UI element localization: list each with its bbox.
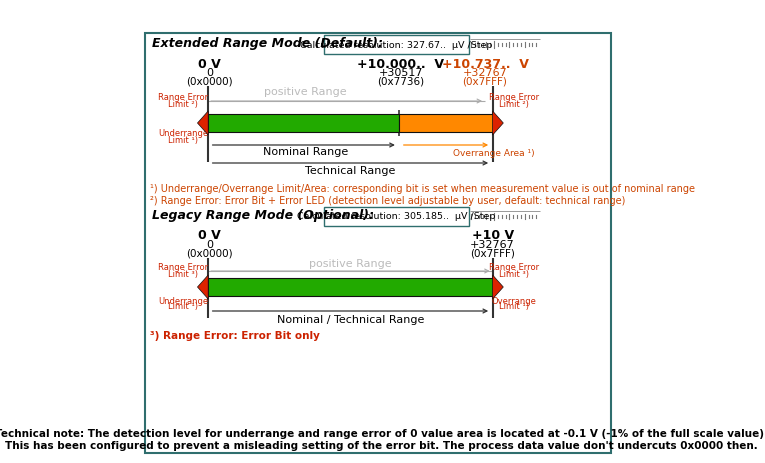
FancyBboxPatch shape bbox=[145, 34, 611, 453]
Text: Limit ²): Limit ²) bbox=[168, 99, 198, 108]
Text: Limit ¹): Limit ¹) bbox=[168, 302, 198, 311]
Text: Calculated resolution: 305.185..  μV /Step: Calculated resolution: 305.185.. μV /Ste… bbox=[297, 212, 496, 221]
Text: (0x0000): (0x0000) bbox=[187, 77, 233, 87]
Text: Range Error: Range Error bbox=[158, 94, 208, 102]
Text: (0x7736): (0x7736) bbox=[377, 77, 425, 87]
Text: ¹) Underrange/Overrange Limit/Area: corresponding bit is set when measurement va: ¹) Underrange/Overrange Limit/Area: corr… bbox=[150, 184, 695, 194]
Polygon shape bbox=[493, 275, 503, 300]
Text: Legacy Range Mode (Optional):: Legacy Range Mode (Optional): bbox=[152, 209, 374, 222]
Text: Extended Range Mode (Default):: Extended Range Mode (Default): bbox=[152, 38, 383, 50]
Text: 0: 0 bbox=[207, 239, 213, 250]
Text: Range Error: Range Error bbox=[489, 94, 539, 102]
Text: (0x7FFF): (0x7FFF) bbox=[463, 77, 507, 87]
Bar bbox=[208, 115, 399, 133]
Polygon shape bbox=[197, 112, 208, 136]
Text: Overrange: Overrange bbox=[492, 296, 536, 305]
Text: Overrange Area ¹): Overrange Area ¹) bbox=[453, 149, 535, 158]
Text: 0 V: 0 V bbox=[198, 229, 221, 242]
Text: +10 V: +10 V bbox=[471, 229, 513, 242]
Text: ²) Range Error: Error Bit + Error LED (detection level adjustable by user, defau: ²) Range Error: Error Bit + Error LED (d… bbox=[150, 195, 626, 206]
Bar bbox=[208, 278, 493, 296]
Text: positive Range: positive Range bbox=[264, 87, 347, 97]
Text: positive Range: positive Range bbox=[309, 258, 392, 269]
Polygon shape bbox=[197, 275, 208, 300]
Text: Nominal Range: Nominal Range bbox=[262, 147, 348, 156]
Bar bbox=[399, 115, 493, 133]
FancyBboxPatch shape bbox=[324, 36, 469, 55]
Text: +10.737..  V: +10.737.. V bbox=[441, 57, 529, 70]
Text: Underrange: Underrange bbox=[158, 129, 208, 138]
Text: Technical Range: Technical Range bbox=[305, 166, 396, 175]
Text: ³) Range Error: Error Bit only: ³) Range Error: Error Bit only bbox=[150, 330, 320, 340]
Text: Limit ²): Limit ²) bbox=[499, 99, 529, 108]
Text: +30517: +30517 bbox=[379, 68, 423, 78]
Polygon shape bbox=[493, 112, 503, 136]
Text: +10.000..  V: +10.000.. V bbox=[357, 57, 444, 70]
Text: (0x7FFF): (0x7FFF) bbox=[470, 249, 515, 258]
Text: 0 V: 0 V bbox=[198, 57, 221, 70]
Text: Limit ³): Limit ³) bbox=[168, 269, 198, 278]
Text: Limit ³): Limit ³) bbox=[499, 269, 529, 278]
Text: Range Error: Range Error bbox=[489, 263, 539, 272]
Text: Nominal / Technical Range: Nominal / Technical Range bbox=[277, 314, 424, 324]
Text: Underrange: Underrange bbox=[158, 296, 208, 305]
FancyBboxPatch shape bbox=[324, 207, 469, 226]
Text: 0: 0 bbox=[207, 68, 213, 78]
Text: Calculated resolution: 327.67..  μV /Step: Calculated resolution: 327.67.. μV /Step bbox=[300, 40, 493, 50]
Text: Limit ¹): Limit ¹) bbox=[499, 302, 529, 311]
Text: (0x0000): (0x0000) bbox=[187, 249, 233, 258]
Text: Range Error: Range Error bbox=[158, 263, 208, 272]
Text: Technical note: The detection level for underrange and range error of 0 value ar: Technical note: The detection level for … bbox=[0, 428, 765, 438]
Text: +32767: +32767 bbox=[463, 68, 507, 78]
Text: This has been configured to prevent a misleading setting of the error bit. The p: This has been configured to prevent a mi… bbox=[5, 440, 758, 450]
Text: +32767: +32767 bbox=[470, 239, 515, 250]
Text: Limit ¹): Limit ¹) bbox=[168, 135, 198, 144]
